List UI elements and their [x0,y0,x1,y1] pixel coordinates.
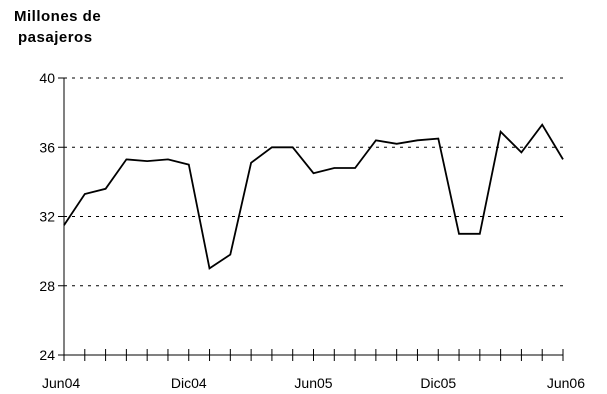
y-tick-label-24: 24 [39,347,55,363]
y-tick-label-32: 32 [39,209,55,225]
x-tick-label-Jun04: Jun04 [42,375,80,391]
x-tick-label-Dic04: Dic04 [171,375,207,391]
y-axis-title-line-1: Millones de [14,8,102,25]
y-tick-label-40: 40 [39,70,55,86]
axes [58,77,564,361]
y-tick-labels: 24 28 32 36 40 [39,70,55,363]
series-line-0 [63,123,564,270]
x-tick-label-Jun06: Jun06 [547,375,585,391]
x-tick-labels: Jun04 Dic04 Jun05 Dic05 Jun06 [42,375,585,391]
series-lines [63,123,564,270]
y-tick-label-28: 28 [39,278,55,294]
y-axis-title-line-2: pasajeros [18,29,93,46]
y-axis-title: Millones de pasajeros [14,6,101,48]
y-tick-label-36: 36 [39,139,55,155]
x-tick-label-Jun05: Jun05 [294,375,332,391]
x-tick-label-Dic05: Dic05 [420,375,456,391]
gridlines [64,77,563,287]
